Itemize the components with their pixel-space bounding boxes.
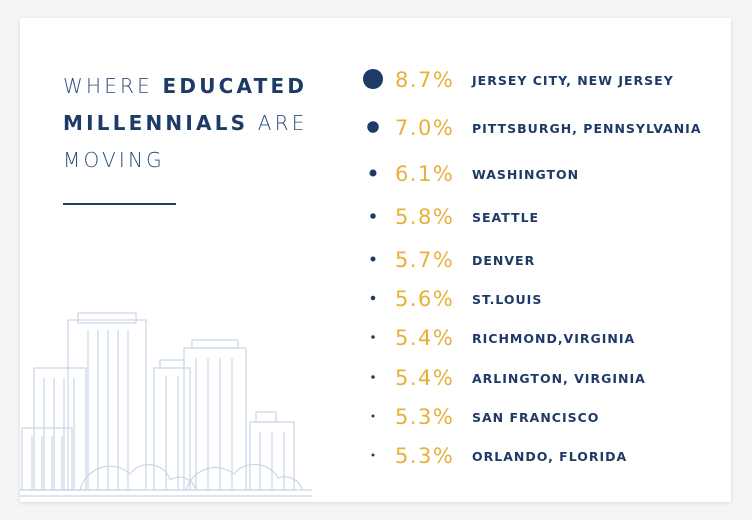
- city-label: WASHINGTON: [472, 167, 579, 182]
- city-label: ARLINGTON, VIRGINIA: [472, 371, 646, 386]
- bubble-marker: [371, 335, 375, 339]
- title-part-4: ARE: [248, 111, 308, 135]
- bubble-marker: [369, 169, 377, 177]
- bubble-marker: [363, 69, 383, 89]
- value-label: 7.0%: [395, 116, 454, 140]
- value-label: 5.3%: [395, 444, 454, 468]
- bubble-marker: [371, 375, 375, 379]
- value-label: 5.8%: [395, 205, 454, 229]
- city-label: JERSEY CITY, NEW JERSEY: [471, 73, 674, 88]
- title-part-3: MILLENNIALS: [63, 111, 249, 135]
- value-label: 5.3%: [395, 405, 454, 429]
- bubble-marker: [367, 121, 379, 133]
- bubble-marker: [370, 213, 376, 219]
- infographic-card: WHERE EDUCATED MILLENNIALS ARE MOVING: [20, 18, 731, 502]
- city-label: SAN FRANCISCO: [472, 410, 599, 425]
- bubble-marker: [370, 256, 376, 262]
- value-label: 5.4%: [395, 366, 454, 390]
- city-label: SEATTLE: [472, 210, 539, 225]
- city-label: ORLANDO, FLORIDA: [472, 449, 627, 464]
- city-label: DENVER: [472, 253, 535, 268]
- title-part-1: WHERE: [63, 74, 163, 98]
- title-divider: [63, 203, 176, 205]
- bubble-marker: [371, 453, 375, 457]
- city-skyline-illustration: [20, 312, 312, 497]
- value-label: 5.4%: [395, 326, 454, 350]
- city-label: RICHMOND,VIRGINIA: [472, 331, 635, 346]
- title-part-5: MOVING: [63, 148, 165, 172]
- value-label: 5.7%: [395, 248, 454, 272]
- value-label: 5.6%: [395, 287, 454, 311]
- city-label: ST.LOUIS: [472, 292, 542, 307]
- title-part-2: EDUCATED: [162, 74, 308, 98]
- city-label: PITTSBURGH, PENNSYLVANIA: [472, 121, 702, 136]
- bubble-marker: [370, 295, 376, 301]
- chart-title: WHERE EDUCATED MILLENNIALS ARE MOVING: [63, 68, 343, 179]
- value-label: 8.7%: [395, 68, 454, 92]
- bubble-marker: [371, 414, 375, 418]
- value-label: 6.1%: [395, 162, 454, 186]
